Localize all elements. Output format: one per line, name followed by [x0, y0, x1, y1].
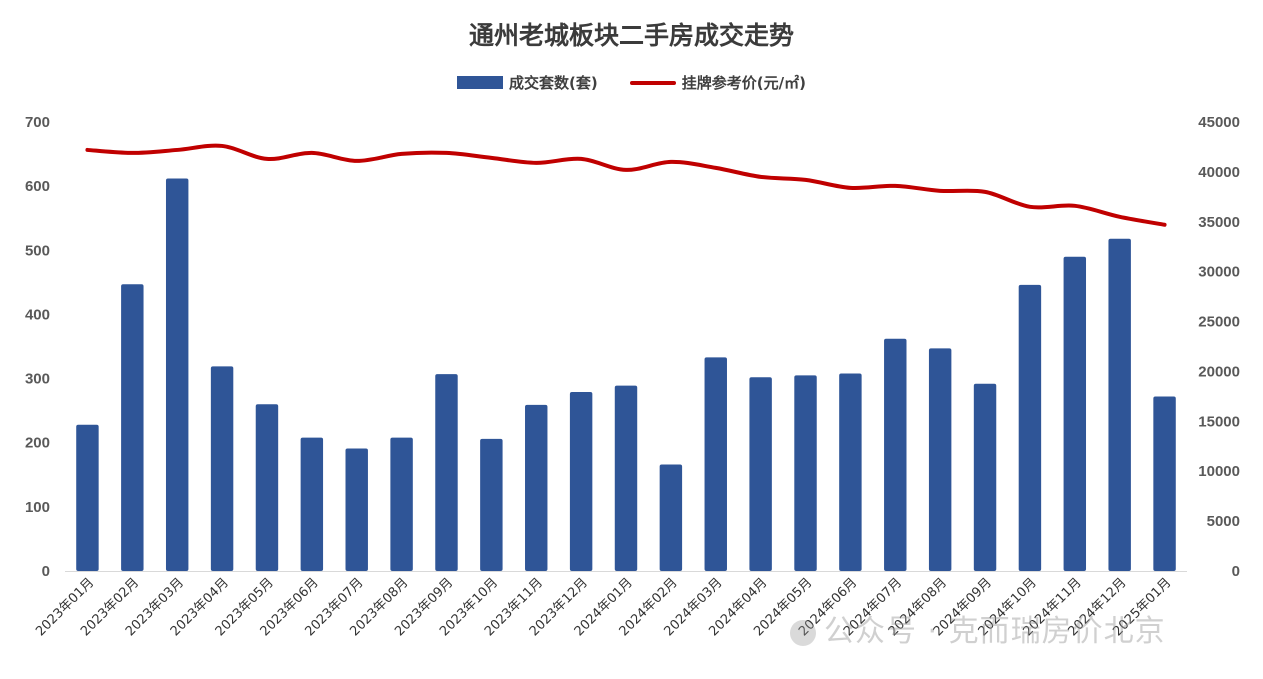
bar — [749, 377, 772, 571]
bar — [614, 385, 638, 571]
y-right-tick-label: 20000 — [1198, 363, 1240, 380]
y-left-tick-label: 600 — [25, 178, 50, 195]
bar — [435, 374, 458, 571]
bar — [1018, 284, 1042, 571]
bar — [569, 392, 593, 571]
watermark-text: 公众号 · 克而瑞房价北京 — [824, 614, 1166, 649]
y-right-tick-label: 10000 — [1198, 463, 1240, 480]
y-right-tick-label: 45000 — [1198, 114, 1240, 131]
bar — [1063, 256, 1087, 571]
chart-title: 通州老城板块二手房成交走势 — [468, 21, 794, 50]
bar — [1108, 238, 1131, 572]
y-left-tick-label: 300 — [25, 371, 50, 388]
bar — [165, 178, 189, 571]
bar — [255, 404, 279, 571]
legend-item-line: 挂牌参考价(元/㎡) — [629, 72, 806, 93]
y-right-tick-label: 5000 — [1207, 513, 1240, 530]
watermark: 公众号 · 克而瑞房价北京 — [790, 606, 1166, 650]
bar — [390, 437, 413, 571]
bar — [1153, 396, 1176, 571]
bar — [76, 424, 99, 571]
bar — [210, 366, 234, 571]
price-line — [85, 143, 1167, 227]
legend-line-label: 挂牌参考价(元/㎡) — [681, 74, 806, 92]
bar — [928, 348, 952, 571]
bar — [300, 437, 324, 571]
bar — [480, 438, 503, 571]
y-left-tick-label: 200 — [25, 435, 50, 452]
y-left-tick-label: 0 — [42, 563, 50, 580]
legend-bar-label: 成交套数(套) — [509, 74, 598, 92]
bar — [884, 338, 907, 571]
bar — [704, 357, 727, 571]
legend-bar-swatch — [457, 76, 504, 89]
y-left-tick-label: 500 — [25, 242, 50, 259]
y-right-tick-label: 0 — [1232, 563, 1240, 580]
chart-legend: 成交套数(套) 挂牌参考价(元/㎡) — [0, 72, 1263, 93]
bar — [659, 464, 683, 571]
legend-item-bars: 成交套数(套) — [457, 72, 598, 93]
bar — [794, 375, 817, 571]
y-left-tick-label: 700 — [25, 114, 50, 131]
bar — [525, 404, 548, 571]
legend-line-swatch — [629, 80, 676, 85]
bar — [973, 383, 997, 571]
y-left-tick-label: 100 — [25, 499, 50, 516]
bar — [345, 448, 368, 571]
y-right-tick-label: 25000 — [1198, 314, 1240, 331]
bar — [839, 373, 862, 571]
y-left-tick-label: 400 — [25, 306, 50, 323]
y-right-tick-label: 15000 — [1198, 413, 1240, 430]
y-right-tick-label: 40000 — [1198, 164, 1240, 181]
wechat-icon — [790, 619, 816, 646]
bar — [121, 284, 144, 571]
y-right-tick-label: 35000 — [1198, 214, 1240, 231]
y-right-tick-label: 30000 — [1198, 264, 1240, 281]
